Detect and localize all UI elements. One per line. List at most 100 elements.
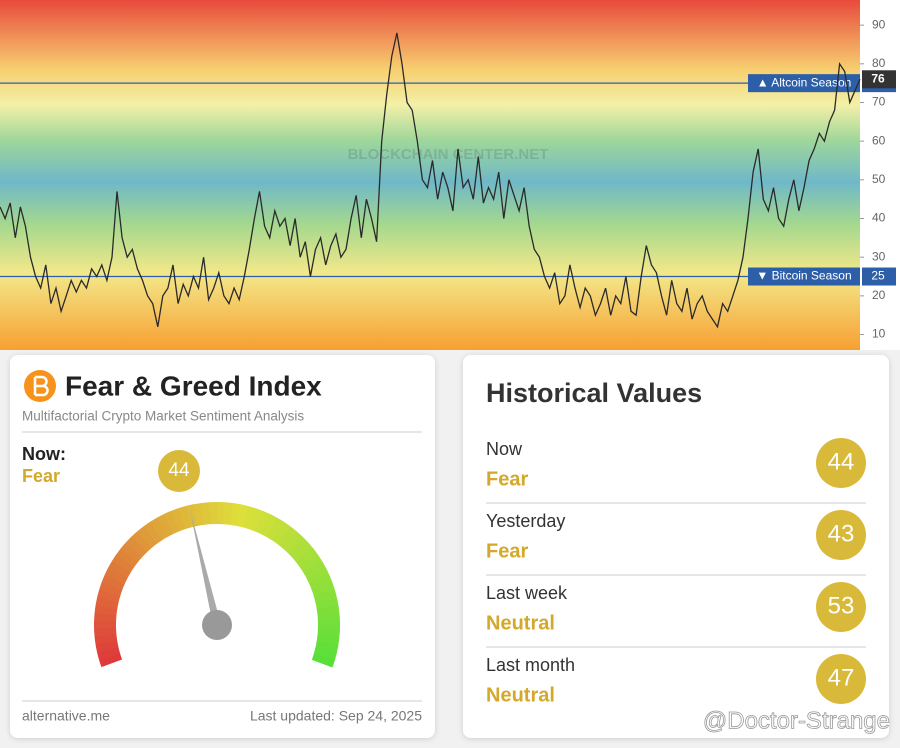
- gauge-hub: [202, 610, 232, 640]
- reference-label-box: [748, 74, 860, 93]
- gauge-needle: [189, 508, 221, 626]
- gauge-segment: [248, 508, 264, 532]
- y-tick-label: 10: [872, 327, 886, 341]
- chart-watermark: BLOCKCHAIN CENTER.NET: [348, 146, 549, 163]
- gauge-segment: [120, 541, 143, 562]
- history-classification: Fear: [486, 540, 528, 562]
- source: alternative.me: [22, 708, 110, 724]
- gauge-segment: [116, 547, 139, 568]
- gauge-segment: [313, 647, 338, 660]
- y-tick-label: 40: [872, 211, 886, 225]
- card-title: Fear & Greed Index: [65, 370, 322, 401]
- gauge-segment: [260, 514, 278, 538]
- history-label: Last week: [486, 583, 568, 603]
- y-tick-label: 60: [872, 133, 886, 147]
- gauge-segment: [287, 536, 309, 558]
- gauge-segment: [94, 612, 117, 622]
- history-value: 47: [828, 664, 855, 691]
- watermark: @Doctor-Strange: [703, 707, 890, 734]
- history-bubble: [816, 510, 866, 560]
- value-bubble: [158, 450, 200, 492]
- y-tick-label: 70: [872, 95, 886, 109]
- gauge-segment: [315, 597, 339, 610]
- gauge-segment: [156, 513, 174, 537]
- history-value: 53: [828, 592, 855, 619]
- now-label: Now:: [22, 444, 66, 464]
- gauge-segment: [150, 517, 168, 541]
- gauge-segment: [277, 526, 297, 549]
- gauge-segment: [236, 504, 249, 528]
- gauge-segment: [315, 640, 339, 653]
- current-value: 76: [871, 71, 885, 85]
- gauge-segment: [299, 554, 323, 573]
- gauge-segment: [313, 589, 337, 603]
- gauge-segment: [311, 653, 336, 668]
- reference-label: ▲ Altcoin Season: [757, 75, 852, 89]
- history-value: 43: [828, 520, 855, 547]
- y-tick-label: 90: [872, 17, 886, 31]
- gauge-segment: [282, 531, 303, 553]
- gauge-segment: [229, 503, 241, 526]
- history-label: Now: [486, 439, 523, 459]
- gauge-segment: [242, 506, 257, 530]
- history-bubble: [816, 582, 866, 632]
- gauge-segment: [223, 502, 234, 525]
- updated: Last updated: Sep 24, 2025: [250, 708, 422, 724]
- history-label: Yesterday: [486, 511, 565, 531]
- history-classification: Neutral: [486, 612, 555, 634]
- historical-card: [463, 355, 889, 738]
- gauge-segment: [295, 548, 318, 568]
- history-bubble: [816, 654, 866, 704]
- gauge-segment: [96, 646, 121, 660]
- now-classification: Fear: [22, 466, 60, 486]
- gauge-segment: [163, 510, 180, 535]
- current-value-box: [862, 70, 896, 89]
- gauge-segment: [170, 508, 186, 532]
- history-label: Last month: [486, 655, 575, 675]
- gauge-segment: [271, 521, 291, 545]
- gauge-segment: [316, 605, 340, 616]
- gauge-segment: [143, 521, 163, 545]
- history-classification: Neutral: [486, 684, 555, 706]
- gauge-value: 44: [168, 460, 190, 481]
- history-classification: Fear: [486, 468, 528, 490]
- gauge-segment: [311, 582, 335, 597]
- gauge-segment: [108, 560, 131, 579]
- gauge-segment: [101, 574, 125, 590]
- y-tick-label: 80: [872, 56, 886, 70]
- gauge-segment: [254, 510, 271, 535]
- bitcoin-icon-glyph: [33, 375, 49, 397]
- gauge-segment: [111, 554, 135, 573]
- gauge-segment: [95, 640, 119, 652]
- gauge-segment: [98, 653, 123, 668]
- gauge-segment: [178, 505, 192, 530]
- reference-label-box: [748, 267, 860, 286]
- gauge-segment: [309, 574, 333, 591]
- gauge-segment: [316, 634, 340, 645]
- gauge-segment: [137, 526, 158, 549]
- gauge-segment: [306, 567, 330, 585]
- y-tick-label: 50: [872, 172, 886, 186]
- gauge-segment: [95, 596, 119, 609]
- gauge-segment: [94, 604, 118, 616]
- gauge-segment: [94, 633, 118, 645]
- reference-label: ▼ Bitcoin Season: [756, 269, 851, 283]
- axis-panel: [860, 0, 900, 350]
- gauge-segment: [126, 536, 148, 558]
- data-line: [0, 32, 861, 329]
- gauge-segment: [185, 504, 199, 528]
- y-tick-label: 30: [872, 249, 886, 263]
- gauge-segment: [99, 581, 123, 597]
- gauge-segment: [131, 530, 152, 553]
- gauge-segment: [193, 502, 205, 526]
- history-value: 44: [828, 448, 855, 475]
- gauge-segment: [303, 561, 327, 579]
- historical-title: Historical Values: [486, 378, 702, 408]
- gauge-segment: [266, 517, 285, 541]
- gauge-segment: [97, 589, 121, 603]
- card-subtitle: Multifactorial Crypto Market Sentiment A…: [22, 409, 304, 424]
- gauge-segment: [201, 502, 211, 525]
- gauge-segment: [291, 542, 314, 563]
- history-bubble: [816, 438, 866, 488]
